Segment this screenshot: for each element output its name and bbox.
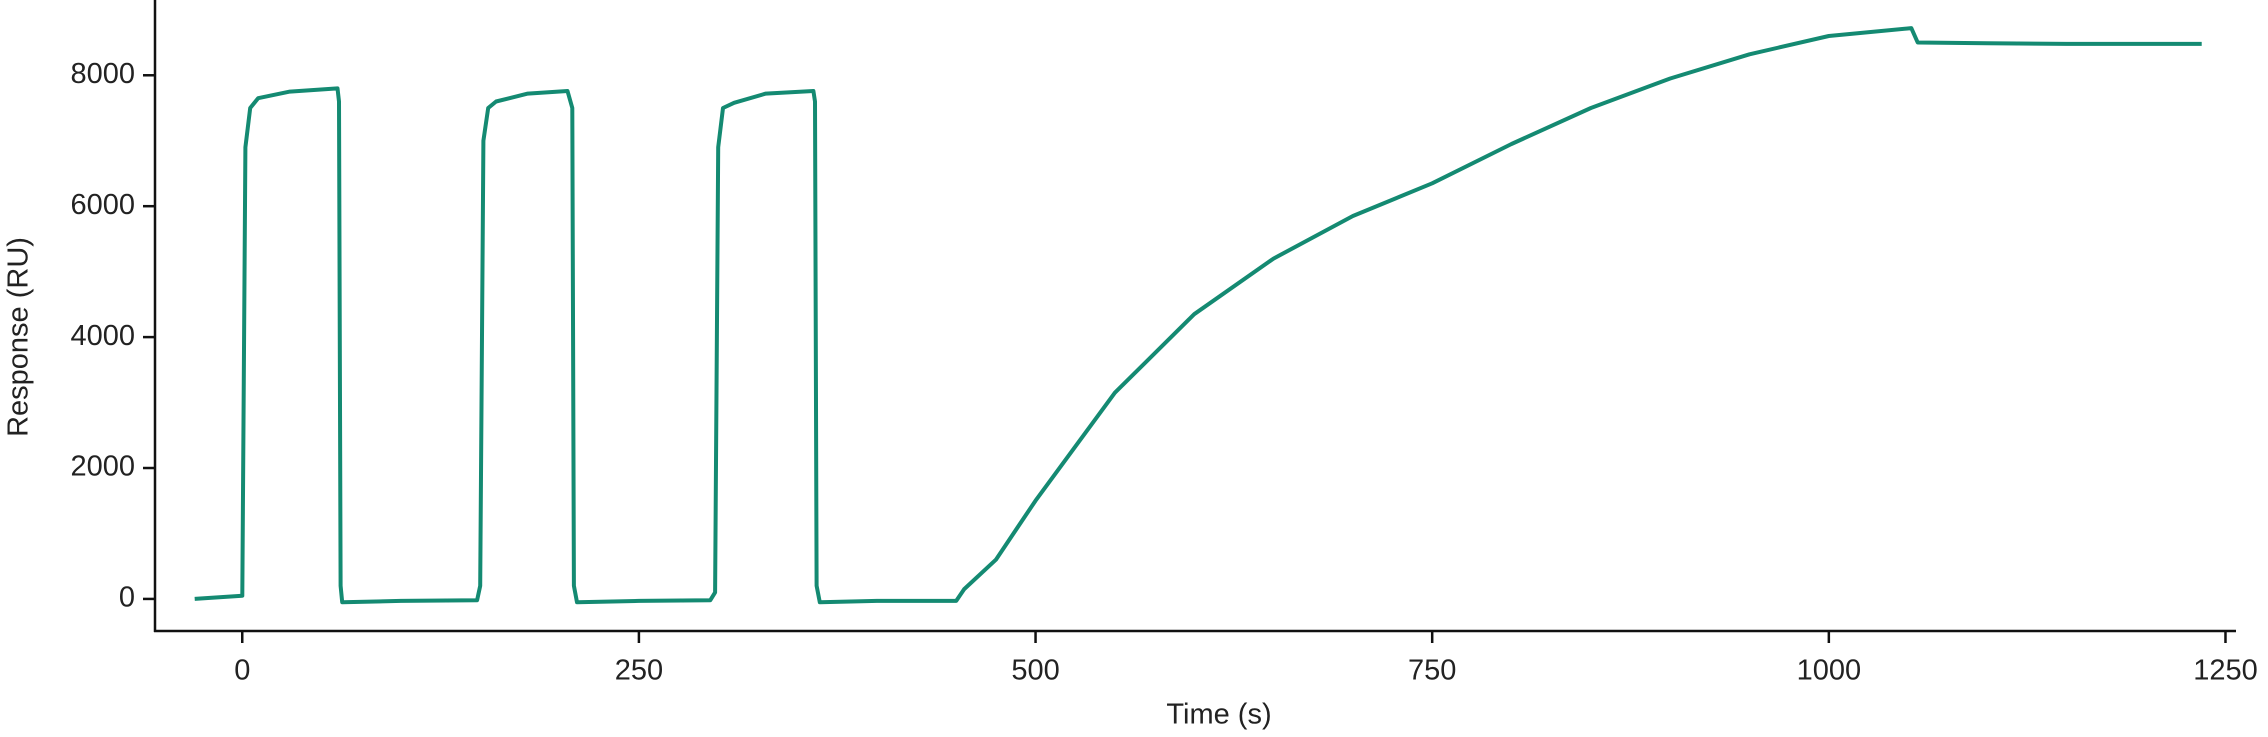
y-tick-label: 0	[119, 582, 135, 614]
x-tick-label: 250	[615, 655, 663, 687]
x-tick-label: 1000	[1797, 655, 1862, 687]
y-tick-label: 4000	[70, 320, 135, 352]
y-axis-title: Response (RU)	[3, 237, 35, 437]
x-tick-label: 0	[234, 655, 250, 687]
y-tick-label: 6000	[70, 189, 135, 221]
x-axis-title: Time (s)	[1166, 699, 1271, 731]
x-tick-label: 1250	[2193, 655, 2258, 687]
x-tick-label: 500	[1011, 655, 1059, 687]
y-tick-label: 8000	[70, 58, 135, 90]
y-tick-label: 2000	[70, 451, 135, 483]
x-tick-label: 750	[1408, 655, 1456, 687]
line-series	[194, 26, 2202, 605]
